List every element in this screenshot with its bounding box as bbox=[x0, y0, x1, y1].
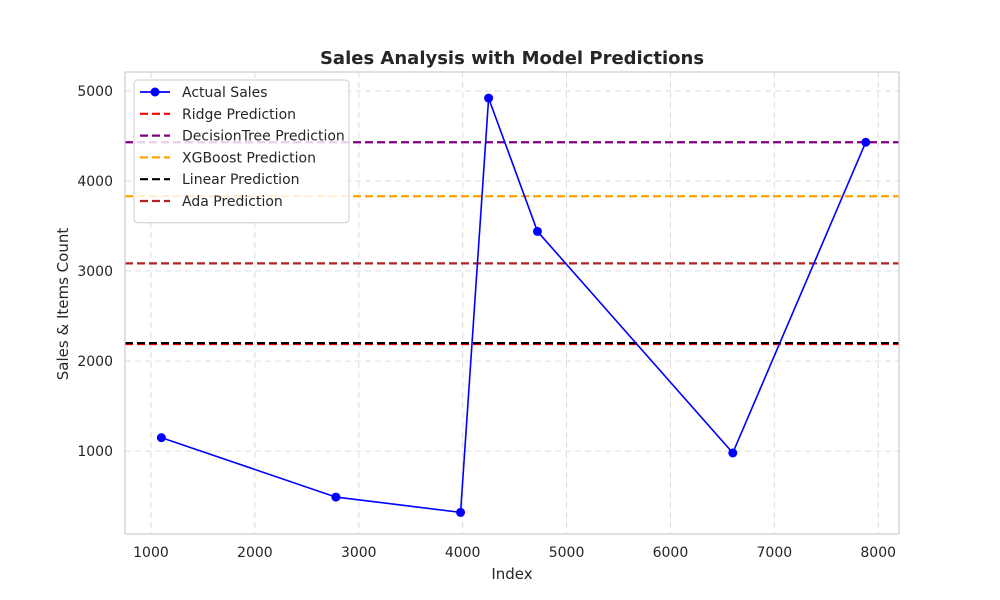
legend: Actual Sales Ridge Prediction DecisionTree… bbox=[133, 79, 350, 224]
ticks: 1000 2000 3000 4000 5000 6000 7000 8000 1000 2000… bbox=[77, 84, 896, 561]
x-tick-label: 7000 bbox=[757, 545, 793, 561]
chart-title: Sales Analysis with Model Predictions bbox=[320, 48, 704, 69]
legend-box bbox=[133, 79, 350, 224]
x-tick-label: 2000 bbox=[237, 545, 273, 561]
x-tick-label: 3000 bbox=[341, 545, 377, 561]
legend-label: DecisionTree Prediction bbox=[182, 129, 345, 145]
x-tick-label: 1000 bbox=[133, 545, 169, 561]
data-point bbox=[331, 492, 341, 502]
grid bbox=[125, 72, 899, 534]
data-point bbox=[456, 507, 466, 517]
y-tick-label: 3000 bbox=[77, 264, 113, 280]
series-layer bbox=[156, 93, 871, 517]
legend-label: XGBoost Prediction bbox=[182, 150, 316, 166]
data-point bbox=[484, 93, 494, 103]
x-tick-label: 4000 bbox=[445, 545, 481, 561]
x-axis-label: Index bbox=[491, 565, 532, 583]
data-point bbox=[861, 137, 871, 147]
data-point bbox=[156, 433, 166, 443]
y-tick-label: 1000 bbox=[77, 444, 113, 460]
legend-label: Ada Prediction bbox=[182, 194, 283, 210]
legend-label: Ridge Prediction bbox=[182, 107, 296, 123]
y-tick-label: 4000 bbox=[77, 174, 113, 190]
legend-label: Actual Sales bbox=[182, 85, 268, 101]
y-tick-label: 5000 bbox=[77, 84, 113, 100]
legend-label: Linear Prediction bbox=[182, 172, 300, 188]
x-tick-label: 8000 bbox=[860, 545, 896, 561]
prediction-lines bbox=[125, 141, 899, 346]
plot-frame bbox=[124, 71, 900, 535]
data-point bbox=[532, 226, 542, 236]
legend-marker bbox=[150, 87, 160, 97]
data-point bbox=[728, 448, 738, 458]
y-tick-label: 2000 bbox=[77, 354, 113, 370]
x-tick-label: 5000 bbox=[549, 545, 585, 561]
x-tick-label: 6000 bbox=[653, 545, 689, 561]
y-axis-label: Sales & Items Count bbox=[54, 228, 72, 381]
